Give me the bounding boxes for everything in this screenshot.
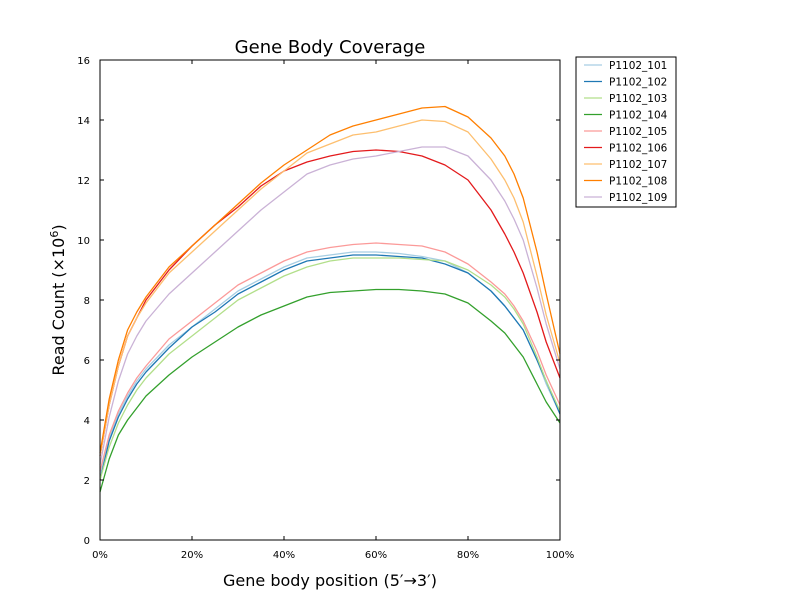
y-tick-label: 4 bbox=[84, 416, 90, 427]
legend-label: P1102_109 bbox=[609, 192, 667, 204]
x-tick-label: 80% bbox=[457, 550, 479, 561]
series-line-p1102-109 bbox=[99, 146, 561, 466]
y-axis-label-superscript: 6 bbox=[48, 231, 61, 238]
x-axis-label: Gene body position (5′→3′) bbox=[223, 571, 437, 590]
y-tick-label: 2 bbox=[84, 476, 90, 487]
series-lines bbox=[99, 105, 561, 493]
legend: P1102_101 P1102_102 P1102_103 P1102_104 P110… bbox=[575, 56, 677, 208]
legend-label: P1102_101 bbox=[609, 60, 667, 72]
chart-title: Gene Body Coverage bbox=[235, 37, 426, 58]
legend-label: P1102_102 bbox=[609, 77, 667, 89]
series-line-p1102-102 bbox=[99, 254, 561, 481]
y-tick-label: 0 bbox=[84, 536, 90, 547]
legend-label: P1102_103 bbox=[609, 93, 667, 105]
x-tick-label: 0% bbox=[92, 550, 108, 561]
series-line-p1102-105 bbox=[99, 242, 561, 472]
legend-label: P1102_105 bbox=[609, 126, 667, 138]
y-axis-label-main: Read Count (×10 bbox=[49, 238, 68, 376]
x-tick-label: 60% bbox=[365, 550, 387, 561]
series-line-p1102-104 bbox=[99, 288, 561, 493]
series-line-p1102-108 bbox=[99, 105, 561, 454]
y-tick-label: 6 bbox=[84, 356, 90, 367]
y-tick-label: 8 bbox=[84, 296, 90, 307]
y-axis-ticks: 0 2 4 6 8 10 12 14 16 bbox=[77, 56, 560, 547]
y-tick-label: 16 bbox=[77, 56, 90, 67]
plot-area bbox=[99, 59, 561, 541]
x-tick-label: 20% bbox=[181, 550, 203, 561]
y-tick-label: 12 bbox=[77, 176, 90, 187]
legend-label: P1102_106 bbox=[609, 143, 668, 155]
legend-label: P1102_108 bbox=[609, 176, 667, 188]
legend-label: P1102_104 bbox=[609, 110, 668, 122]
series-line-p1102-103 bbox=[99, 257, 561, 481]
y-axis-label: Read Count (×106) bbox=[48, 224, 68, 375]
y-tick-label: 14 bbox=[77, 116, 90, 127]
y-tick-label: 10 bbox=[77, 236, 90, 247]
series-line-p1102-107 bbox=[99, 119, 561, 457]
x-tick-label: 100% bbox=[546, 550, 575, 561]
legend-label: P1102_107 bbox=[609, 159, 667, 171]
y-axis-label-close: ) bbox=[49, 224, 68, 230]
x-axis-ticks: 0% 20% 40% 60% 80% 100% bbox=[92, 60, 574, 561]
x-tick-label: 40% bbox=[273, 550, 295, 561]
